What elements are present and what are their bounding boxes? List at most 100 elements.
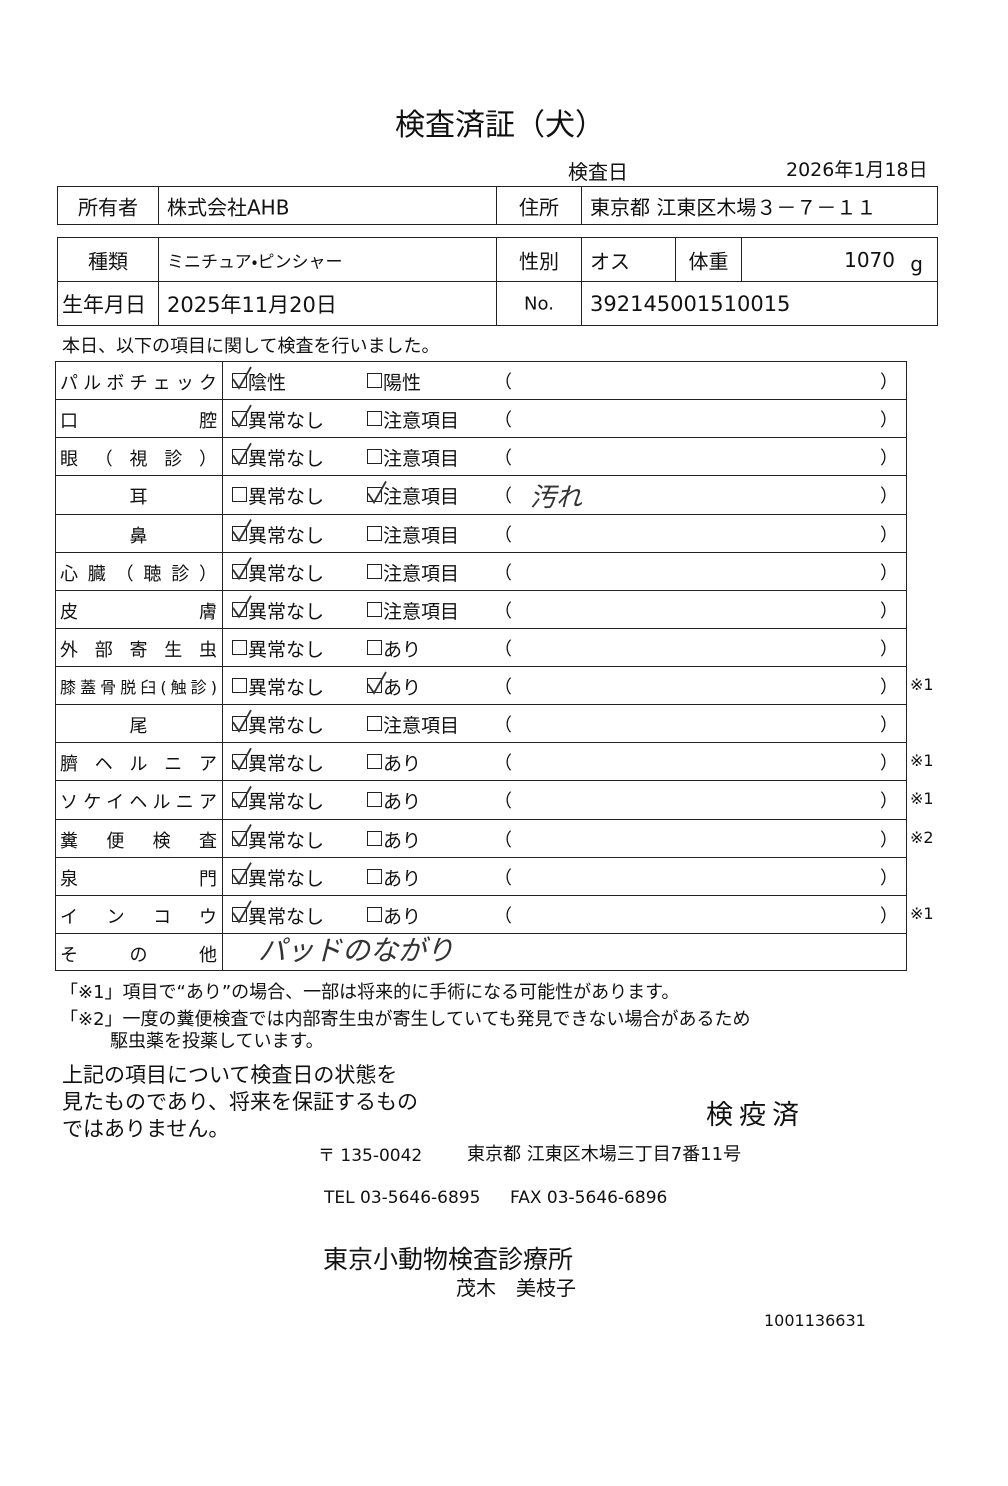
checkbox (232, 373, 247, 388)
checkbox (367, 906, 382, 922)
paren-open: （ (494, 524, 512, 546)
col-line (222, 856, 223, 895)
paren-close: ） (880, 524, 898, 546)
item-mark: ※1 (910, 751, 934, 771)
col-line (222, 513, 223, 552)
checkbox (232, 868, 247, 884)
paren-open: （ (494, 562, 512, 584)
option: 異常なし (248, 715, 325, 738)
col-line (222, 437, 223, 476)
item-mark: ※1 (910, 789, 934, 809)
no: 392145001510015 (590, 291, 791, 316)
paren-open: （ (494, 677, 512, 698)
paren-close: ） (880, 677, 898, 698)
col-line (222, 627, 223, 666)
checkbox (232, 563, 247, 579)
option: 異常なし (248, 829, 325, 852)
option: 異常なし (248, 410, 325, 433)
sex-label: 性別 (519, 249, 559, 273)
serial: 1001136631 (764, 1311, 866, 1330)
kind-label: 種類 (88, 249, 128, 273)
row-line (55, 627, 907, 629)
weight-unit: g (910, 252, 923, 276)
owner-label: 所有者 (78, 195, 138, 219)
checkbox (232, 792, 247, 808)
weight: 1070 (844, 247, 895, 272)
checkbox (232, 754, 247, 770)
address-label: 住所 (519, 195, 559, 219)
col-line (222, 399, 223, 438)
cell: 生年月日 (57, 281, 159, 326)
checkbox (232, 716, 247, 732)
checkbox (367, 601, 382, 617)
sex: オス (590, 249, 630, 273)
col-line (222, 818, 223, 857)
cell: 東京都 江東区木場３－７－１１ (581, 186, 938, 225)
statement: 見たものであり、将来を保証するもの (62, 1090, 418, 1114)
clinic: 東京小動物検査診療所 (323, 1245, 574, 1274)
row-line (55, 589, 907, 591)
col-line (222, 780, 223, 819)
item-label: インコウ (60, 906, 217, 928)
clinic-address: 東京都 江東区木場三丁目7番11号 (467, 1144, 742, 1165)
exam-date: 2026年1月18日 (786, 159, 928, 181)
postal: 〒 135-0042 (318, 1146, 423, 1166)
option: 異常なし (248, 791, 325, 814)
paren-close: ） (880, 791, 898, 813)
intro: 本日、以下の項目に関して検査を行いました。 (62, 336, 440, 357)
col-line (222, 894, 223, 933)
birth: 2025年11月20日 (167, 292, 337, 317)
row-line (55, 894, 907, 896)
checkbox (367, 373, 382, 388)
paren-open: （ (494, 715, 512, 737)
checkbox (232, 601, 247, 617)
paren-open: （ (494, 448, 512, 470)
title: 検査済証（犬） (395, 108, 605, 143)
footnote: 「※2」一度の糞便検査では内部寄生虫が寄生していても発見できない場合があるため (60, 1009, 751, 1030)
checkbox (232, 830, 247, 846)
cell: No. (496, 281, 582, 326)
option: あり (383, 829, 422, 852)
option: 注意項目 (383, 562, 460, 585)
paren-close: ） (880, 715, 898, 737)
option: あり (383, 638, 422, 661)
stamp: 検疫済 (706, 1100, 805, 1131)
item-label: 泉門 (60, 868, 217, 890)
col-line (222, 704, 223, 743)
paren-open: （ (494, 753, 512, 775)
paren-close: ） (880, 600, 898, 622)
kind: ミニチュア・ピンシャー (167, 252, 343, 272)
item-label: 皮膚 (60, 601, 217, 623)
row-line (55, 818, 907, 820)
row-line (55, 551, 907, 553)
checkbox (367, 716, 382, 732)
address: 東京都 江東区木場３－７－１１ (590, 195, 877, 219)
option: 注意項目 (383, 410, 460, 433)
row-line (55, 856, 907, 858)
option: 注意項目 (383, 448, 460, 471)
paren-close: ） (880, 905, 898, 927)
cell: 392145001510015 (581, 281, 938, 326)
checkbox (367, 411, 382, 427)
option: 異常なし (248, 600, 325, 623)
col-line (222, 742, 223, 781)
item-label: 心臓（聴診） (60, 563, 217, 585)
col-line (222, 551, 223, 590)
col-line (222, 475, 223, 514)
item-label: 尾 (129, 716, 148, 738)
checkbox (367, 449, 382, 465)
checkbox (367, 792, 382, 808)
item-label: 耳 (129, 487, 148, 509)
checkbox (367, 754, 382, 770)
paren-open: （ (494, 791, 512, 813)
paren-open: （ (494, 410, 512, 432)
item-mark: ※1 (910, 903, 934, 923)
item-label: その他 (60, 944, 217, 966)
option: 注意項目 (383, 486, 460, 509)
row-line (55, 932, 907, 934)
paren-close: ） (880, 753, 898, 775)
statement: 上記の項目について検査日の状態を (62, 1063, 398, 1087)
option: 異常なし (248, 905, 325, 928)
option: 異常なし (248, 448, 325, 471)
